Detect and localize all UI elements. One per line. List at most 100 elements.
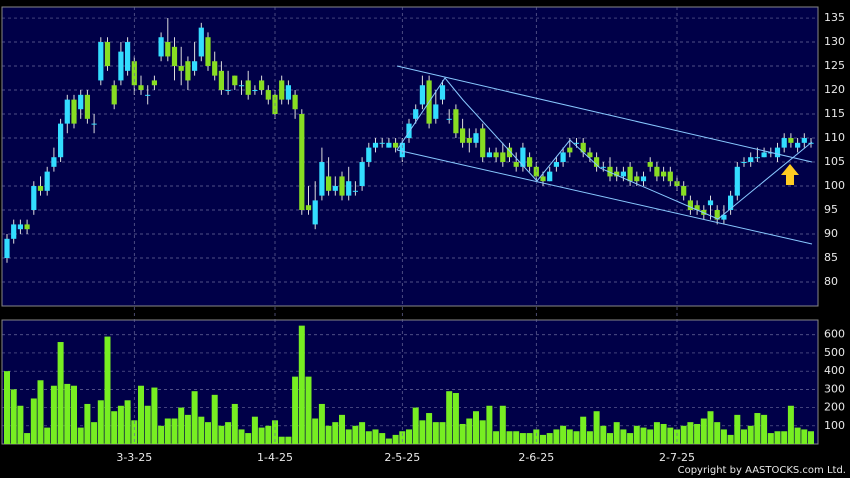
volume-bar [292, 376, 299, 444]
volume-bar [580, 416, 587, 444]
y-tick-label: 300 [824, 382, 845, 395]
volume-bar [365, 431, 372, 444]
volume-bar [586, 431, 593, 444]
y-tick-label: 110 [824, 131, 845, 144]
volume-bar [117, 405, 124, 444]
candle-body [165, 42, 171, 57]
candle-body [178, 66, 184, 71]
volume-bar [379, 433, 386, 444]
volume-bar [593, 411, 600, 444]
candle-body [567, 147, 573, 153]
volume-bar [808, 431, 814, 444]
volume-bar [412, 407, 419, 444]
candle-body [627, 166, 633, 182]
candle-body [78, 94, 84, 110]
y-tick-label: 115 [824, 107, 845, 120]
candle-body [707, 200, 714, 206]
candle-body [198, 27, 204, 57]
candle-body [486, 152, 492, 158]
volume-bar [781, 431, 788, 444]
candle-body [312, 200, 318, 225]
volume-bar [687, 422, 694, 444]
candle-body [573, 142, 580, 144]
candle-body [37, 186, 44, 191]
volume-bar [493, 431, 500, 444]
volume-bar [754, 413, 761, 444]
candle-body [279, 80, 285, 100]
volume-bar [479, 420, 486, 444]
volume-bar [305, 376, 312, 444]
volume-bar [158, 425, 165, 444]
lower-channel [396, 149, 813, 245]
candle-body [393, 142, 399, 148]
volume-bar [104, 336, 111, 444]
volume-bar [653, 422, 660, 444]
candle-body [326, 176, 332, 191]
candle-body [145, 94, 151, 96]
volume-bar [466, 418, 473, 444]
candle-body [379, 142, 385, 144]
y-tick-label: 100 [824, 419, 845, 432]
volume-bar [513, 431, 520, 444]
candle-body [218, 70, 224, 91]
candle-body [64, 99, 70, 124]
candle-body [111, 85, 117, 105]
volume-bar [419, 420, 426, 444]
candle-body [352, 190, 358, 192]
volume-bar [633, 425, 640, 444]
volume-bar [278, 436, 285, 444]
candle-body [245, 80, 251, 95]
y-tick-label: 80 [824, 275, 838, 288]
candle-body [125, 42, 131, 71]
candle-body [366, 147, 372, 163]
volume-bar [352, 425, 359, 444]
volume-bar [312, 418, 319, 444]
candle-body [734, 166, 740, 196]
volume-bar [787, 405, 794, 444]
candle-body [4, 238, 10, 259]
candle-body [285, 85, 291, 100]
candle-body [801, 138, 807, 143]
volume-bar [499, 405, 506, 444]
candle-body [259, 80, 265, 91]
volume-bar [211, 394, 218, 444]
y-tick-label: 95 [824, 203, 838, 216]
volume-bar [459, 423, 466, 444]
volume-bar [205, 422, 211, 444]
volume-bar [613, 422, 620, 444]
candle-body [654, 166, 660, 177]
candle-body [714, 210, 720, 220]
volume-bar [406, 429, 412, 444]
candle-body [634, 176, 640, 182]
volume-bar [84, 403, 91, 444]
candle-body [453, 109, 459, 134]
volume-bar [332, 422, 339, 444]
candle-body [399, 142, 405, 158]
candle-body [694, 205, 700, 211]
volume-bar [526, 433, 533, 444]
volume-bar [164, 418, 171, 444]
x-tick-label: 3-3-25 [116, 451, 152, 464]
candle-body [460, 128, 466, 143]
candle-body [185, 61, 191, 81]
volume-bar [680, 425, 687, 444]
volume-bar [17, 405, 24, 444]
volume-bar [600, 425, 607, 444]
x-tick-label: 2-5-25 [384, 451, 420, 464]
candle-body [118, 51, 124, 81]
volume-bar [111, 411, 118, 444]
volume-bar [258, 427, 265, 444]
volume-bar [720, 429, 727, 444]
candle-body [439, 85, 446, 100]
volume-bar [667, 427, 674, 444]
volume-bar [57, 342, 64, 444]
volume-bar [30, 398, 37, 444]
volume-bar [506, 431, 513, 444]
candle-body [299, 114, 305, 211]
candle-body [11, 224, 17, 239]
candle-body [58, 123, 64, 158]
candle-body [473, 133, 479, 143]
y-tick-label: 500 [824, 346, 845, 359]
volume-bar [747, 425, 754, 444]
